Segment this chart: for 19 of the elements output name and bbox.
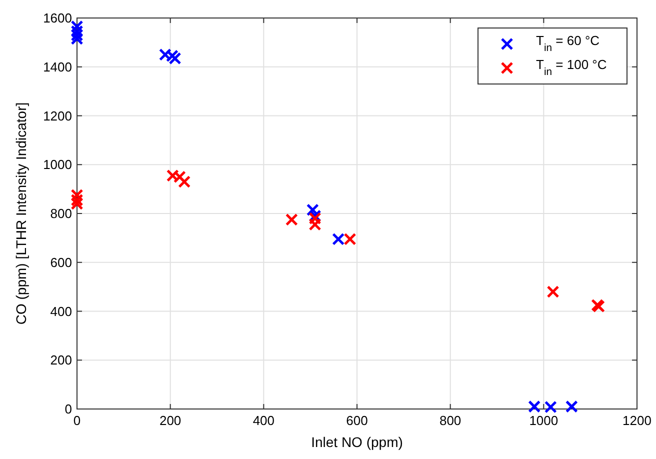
x-tick-label: 200 bbox=[159, 413, 182, 428]
x-tick-label: 600 bbox=[346, 413, 368, 428]
y-tick-label: 400 bbox=[50, 304, 72, 319]
y-tick-label: 200 bbox=[50, 352, 72, 368]
y-tick-label: 1600 bbox=[43, 10, 72, 26]
legend-label: T$_{in}$ = 60 °C bbox=[536, 33, 600, 54]
x-tick-label: 800 bbox=[439, 413, 462, 428]
y-tick-label: 1400 bbox=[43, 59, 72, 74]
y-tick-label: 1200 bbox=[43, 108, 72, 124]
x-tick-label: 400 bbox=[252, 413, 275, 428]
x-tick-label: 1000 bbox=[529, 413, 558, 428]
y-tick-label: 800 bbox=[50, 206, 72, 221]
y-tick-label: 600 bbox=[50, 254, 72, 270]
x-tick-label: 1200 bbox=[622, 413, 652, 428]
y-tick-label: 1000 bbox=[43, 157, 72, 172]
x-axis-title: Inlet NO (ppm) bbox=[311, 434, 403, 450]
y-axis-title: CO (ppm) [LTHR Intensity Indicator] bbox=[13, 102, 29, 325]
legend-label: T$_{in}$ = 100 °C bbox=[536, 57, 607, 78]
y-tick-label: 0 bbox=[64, 402, 72, 416]
